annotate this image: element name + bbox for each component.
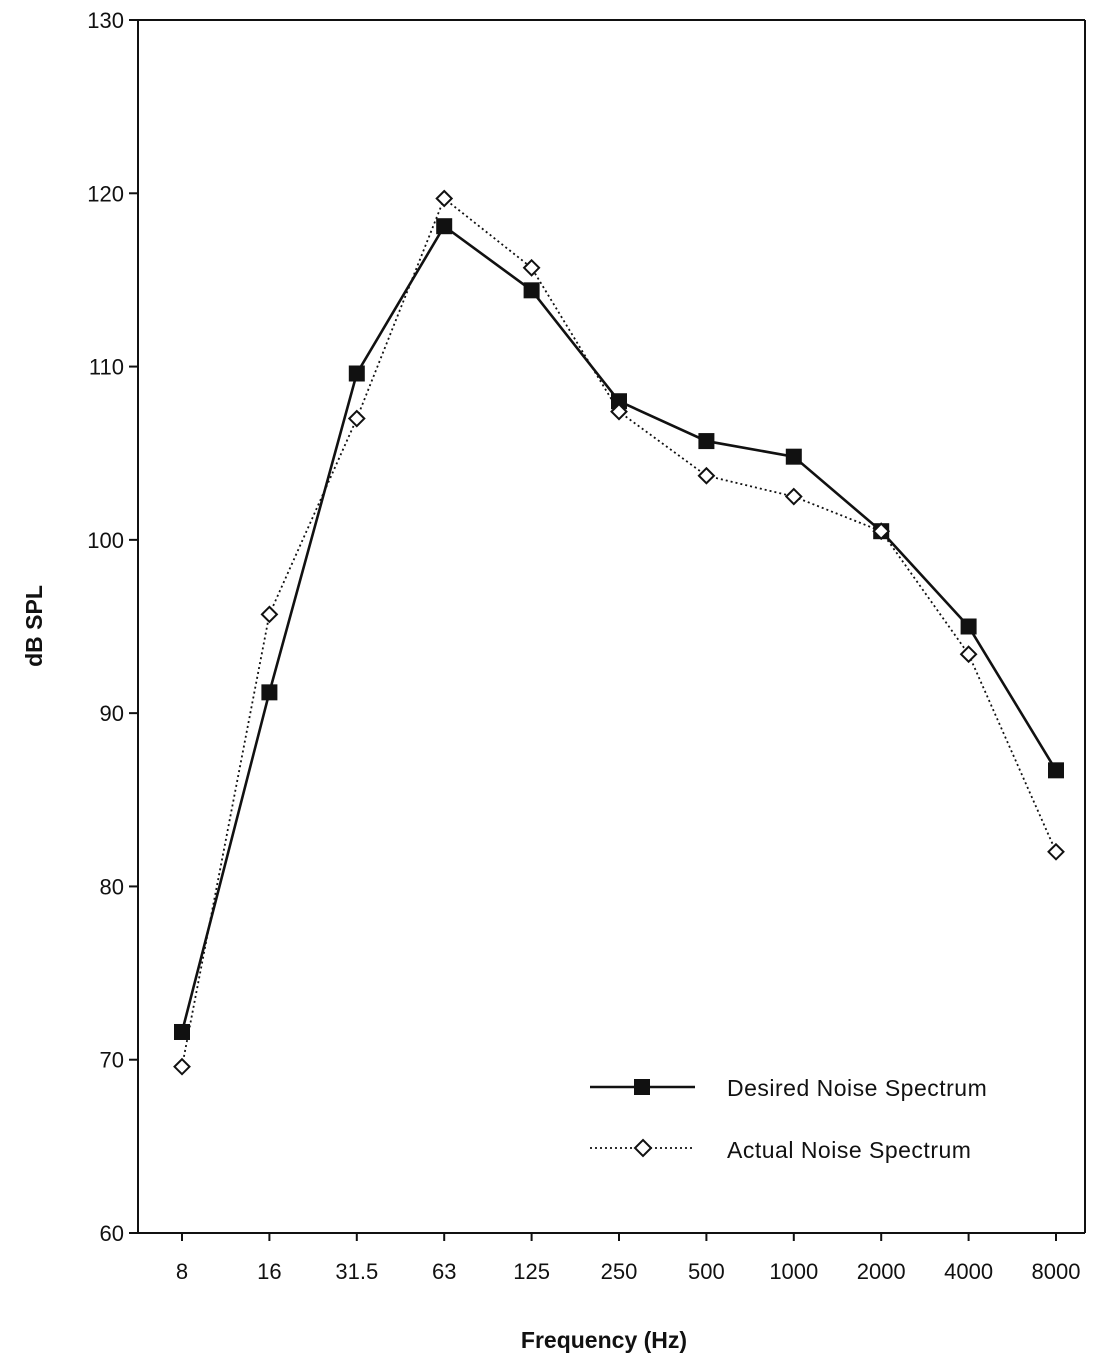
data-point-actual-noise-spectrum	[260, 605, 279, 624]
data-point-actual-noise-spectrum	[1047, 842, 1065, 861]
legend-label-actual: Actual Noise Spectrum	[727, 1137, 971, 1163]
x-tick-label: 1000	[769, 1259, 818, 1284]
data-point-desired-noise-spectrum	[348, 365, 365, 382]
x-tick-label: 500	[688, 1259, 725, 1284]
x-tick-label: 4000	[944, 1259, 993, 1284]
data-point-desired-noise-spectrum	[436, 218, 453, 235]
y-tick-label: 70	[100, 1048, 124, 1073]
data-point-actual-noise-spectrum	[347, 409, 366, 428]
x-axis-ticks: 8 16 31.5 63 125 250 500 1000 2000 4000 8000	[176, 1233, 1081, 1284]
series-line-actual-noise-spectrum	[181, 197, 1057, 1067]
y-tick-label: 80	[100, 874, 124, 899]
x-tick-label: 8000	[1032, 1259, 1081, 1284]
series-layer	[173, 189, 1065, 1076]
y-tick-label: 90	[100, 701, 124, 726]
data-point-desired-noise-spectrum	[1048, 762, 1064, 779]
data-point-actual-noise-spectrum	[959, 645, 978, 664]
x-tick-label: 31.5	[335, 1259, 378, 1284]
x-axis-title: Frequency (Hz)	[521, 1327, 687, 1353]
y-tick-label: 100	[87, 528, 124, 553]
data-point-actual-noise-spectrum	[872, 522, 891, 541]
legend: Desired Noise Spectrum Actual Noise Spec…	[590, 1075, 987, 1163]
data-point-actual-noise-spectrum	[435, 189, 454, 208]
y-axis-title: dB SPL	[21, 585, 47, 667]
x-tick-label: 2000	[857, 1259, 906, 1284]
x-tick-label: 16	[257, 1259, 281, 1284]
plot-area	[137, 19, 1086, 1234]
x-tick-label: 8	[176, 1259, 188, 1284]
data-point-desired-noise-spectrum	[960, 618, 977, 635]
y-tick-label: 110	[89, 355, 124, 380]
series-line-desired-noise-spectrum	[180, 224, 1058, 1033]
data-point-desired-noise-spectrum	[523, 282, 540, 299]
data-point-desired-noise-spectrum	[261, 684, 278, 701]
data-point-actual-noise-spectrum	[173, 1057, 191, 1076]
y-tick-label: 120	[87, 181, 124, 206]
y-tick-label: 60	[100, 1221, 124, 1246]
data-point-desired-noise-spectrum	[611, 393, 627, 410]
data-point-actual-noise-spectrum	[697, 466, 716, 485]
y-tick-label: 130	[87, 8, 124, 33]
data-point-actual-noise-spectrum	[610, 402, 628, 421]
data-point-desired-noise-spectrum	[698, 433, 715, 450]
y-axis-ticks: 60 70 80 90 100 110 120 130	[87, 8, 138, 1246]
data-point-desired-noise-spectrum	[785, 448, 802, 465]
data-point-actual-noise-spectrum	[784, 487, 803, 506]
legend-marker-desired	[634, 1079, 650, 1095]
legend-marker-actual	[633, 1138, 653, 1158]
data-point-desired-noise-spectrum	[174, 1023, 190, 1040]
x-tick-label: 63	[432, 1259, 456, 1284]
x-tick-label: 250	[601, 1259, 638, 1284]
data-point-actual-noise-spectrum	[522, 258, 541, 277]
legend-label-desired: Desired Noise Spectrum	[727, 1075, 987, 1101]
x-tick-label: 125	[513, 1259, 550, 1284]
